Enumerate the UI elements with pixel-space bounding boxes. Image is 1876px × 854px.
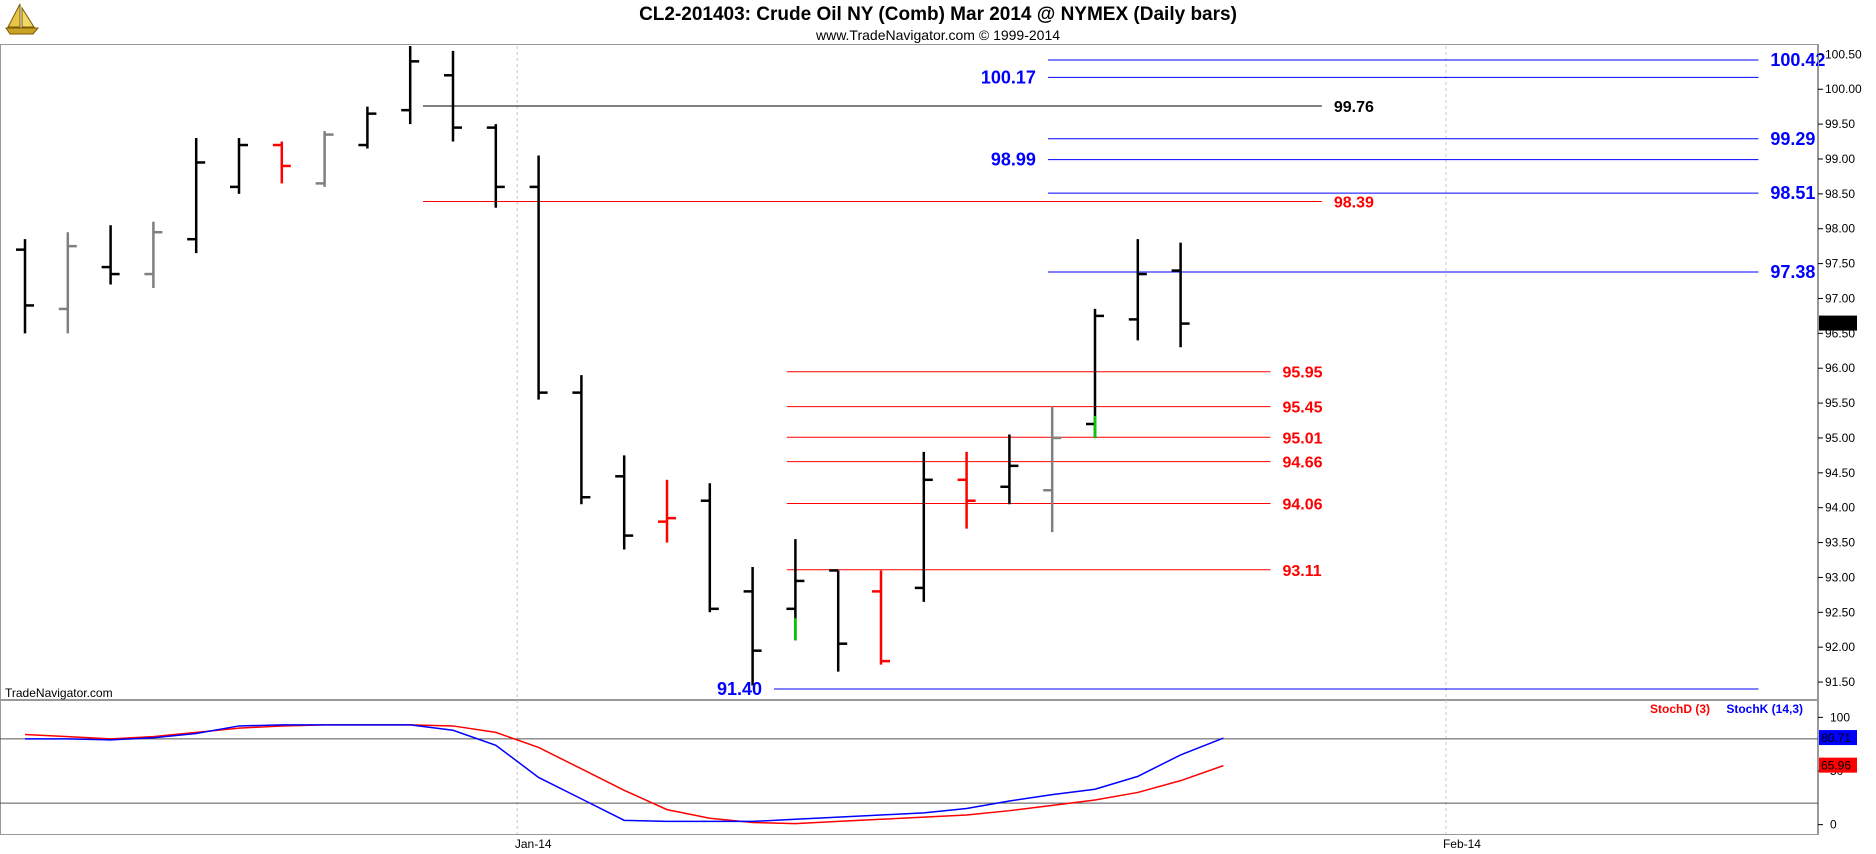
stoch-last-label: 65.96	[1821, 759, 1851, 773]
level-label: 99.29	[1770, 129, 1815, 149]
price-tick-label: 94.00	[1825, 501, 1855, 515]
price-tick-label: 91.50	[1825, 675, 1855, 689]
level-label: 95.45	[1282, 400, 1322, 417]
levels-layer: 100.42 100.17 99.76 99.29 98.99 98.51 98.39 97.…	[423, 50, 1825, 699]
level-label: 95.95	[1282, 365, 1322, 382]
level-label: 97.38	[1770, 262, 1815, 282]
level-label: 91.40	[717, 679, 762, 699]
stoch-panel-frame	[0, 700, 1818, 835]
price-tick-label: 93.00	[1825, 570, 1855, 584]
bars-layer	[16, 46, 1190, 686]
price-tick-label: 96.00	[1825, 361, 1855, 375]
stoch-last-box	[1819, 757, 1857, 773]
watermark-text: TradeNavigator.com	[5, 686, 113, 700]
price-tick-label: 98.50	[1825, 187, 1855, 201]
stoch-tick-label: 100	[1830, 710, 1850, 724]
sailboat-logo-icon	[5, 3, 40, 35]
last-price-label: 96.64	[1821, 317, 1851, 331]
price-tick-label: 99.50	[1825, 117, 1855, 131]
date-tick-label: Jan-14	[515, 837, 552, 851]
logo-sail-left	[7, 3, 21, 28]
stoch-line-k	[25, 724, 1224, 823]
level-label: 94.06	[1282, 497, 1322, 514]
level-label: 95.01	[1282, 430, 1322, 447]
level-label: 93.11	[1282, 563, 1321, 580]
price-tick-label: 94.50	[1825, 466, 1855, 480]
price-panel-frame	[0, 44, 1818, 700]
stoch-last-label: 80.71	[1821, 731, 1851, 745]
price-tick-label: 93.50	[1825, 536, 1855, 550]
price-tick-label: 99.00	[1825, 152, 1855, 166]
price-tick-label: 92.00	[1825, 640, 1855, 654]
logo-sail-right	[21, 6, 35, 28]
level-label: 98.39	[1334, 195, 1374, 212]
price-tick-label: 100.00	[1825, 82, 1862, 96]
price-tick-label: 95.00	[1825, 431, 1855, 445]
logo-hull	[5, 27, 40, 35]
price-tick-label: 100.50	[1825, 47, 1862, 61]
date-axis: Jan-14 Feb-14	[515, 837, 1481, 851]
price-tick-label: 92.50	[1825, 605, 1855, 619]
level-label: 94.66	[1282, 455, 1322, 472]
stoch-last-box	[1819, 730, 1857, 746]
logo-group	[5, 3, 40, 35]
date-tick-label: Feb-14	[1443, 837, 1481, 851]
price-tick-label: 95.50	[1825, 396, 1855, 410]
stoch-legend-entry: StochD (3)	[1650, 702, 1710, 716]
last-price-box	[1819, 315, 1857, 331]
level-label: 98.51	[1770, 183, 1815, 203]
price-tick-label: 97.00	[1825, 291, 1855, 305]
level-label: 100.17	[981, 67, 1036, 87]
price-tick-label: 98.00	[1825, 222, 1855, 236]
grid-layer	[516, 46, 1447, 834]
level-label: 99.76	[1334, 99, 1374, 116]
level-label: 98.99	[991, 150, 1036, 170]
price-axis: 100.50 100.00 99.50 99.00 98.50 98.00 97.50 97.…	[1818, 44, 1862, 835]
stoch-tick-label: 0	[1830, 818, 1837, 832]
price-tick-label: 97.50	[1825, 257, 1855, 271]
chart-title: CL2-201403: Crude Oil NY (Comb) Mar 2014…	[639, 4, 1237, 25]
stoch-line-d	[24, 724, 1224, 825]
stoch-legend-entry: StochK (14,3)	[1726, 702, 1803, 716]
chart-subtitle: www.TradeNavigator.com © 1999-2014	[815, 27, 1060, 43]
level-label: 100.42	[1770, 50, 1825, 70]
